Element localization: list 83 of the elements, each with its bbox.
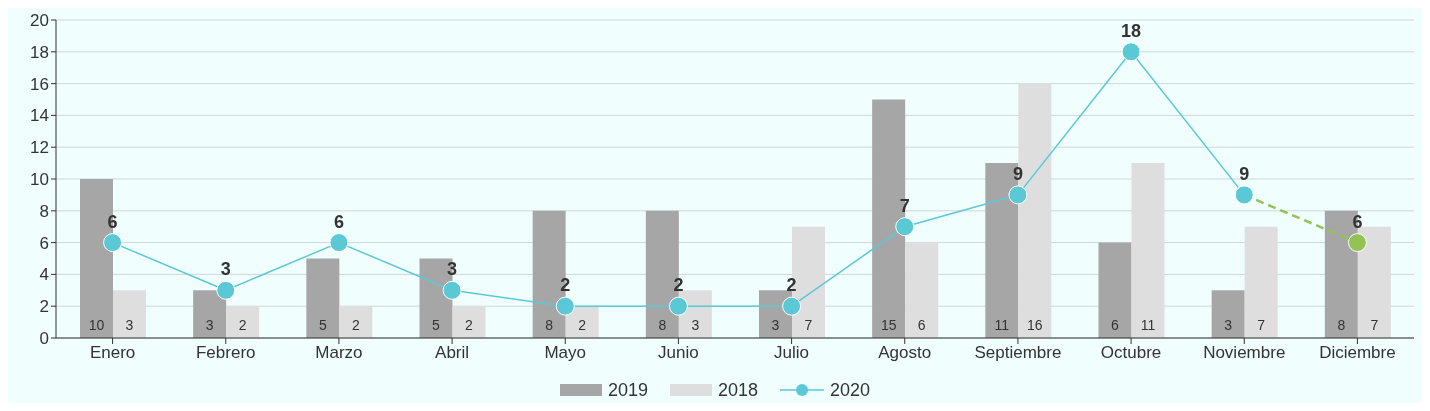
data-label: 3 (771, 317, 780, 333)
point (1008, 185, 1028, 205)
data-label: 3 (691, 317, 700, 333)
point (555, 296, 575, 316)
legend-label: 2018 (717, 379, 759, 401)
bar (1131, 163, 1165, 338)
x-tick-label: Febrero (195, 343, 256, 363)
data-label: 7 (1257, 317, 1266, 333)
data-label: 2 (238, 317, 247, 333)
data-label: 3 (447, 259, 458, 280)
data-label: 7 (899, 195, 910, 216)
x-tick-label: Enero (89, 343, 136, 363)
x-tick-label: Junio (658, 343, 699, 363)
data-label: 6 (917, 317, 926, 333)
y-tick-label: 4 (39, 265, 49, 285)
data-label: 15 (880, 317, 897, 333)
data-label: 8 (545, 317, 554, 333)
x-tick-label: Abril (435, 343, 470, 363)
data-label: 2 (786, 275, 797, 296)
point (329, 233, 349, 253)
data-label: 2 (351, 317, 360, 333)
y-tick-label: 0 (39, 329, 49, 349)
x-tick-label: Mayo (544, 343, 587, 363)
data-label: 2 (578, 317, 587, 333)
y-tick-label: 12 (30, 138, 49, 158)
x-tick-label: Agosto (878, 343, 932, 363)
x-tick-label: Julio (774, 343, 810, 363)
y-tick-label: 20 (30, 11, 49, 31)
legend-label: 2019 (607, 379, 648, 401)
data-label: 5 (318, 317, 327, 333)
data-label: 8 (1337, 317, 1346, 333)
point (442, 280, 462, 300)
y-tick-label: 10 (30, 170, 49, 190)
point (895, 217, 915, 237)
y-tick-label: 14 (30, 106, 49, 126)
x-tick-label: Noviembre (1203, 343, 1286, 363)
bar (193, 290, 227, 338)
point (1347, 233, 1367, 253)
data-label: 3 (220, 259, 231, 280)
data-label: 7 (1370, 317, 1379, 333)
point (1121, 42, 1141, 62)
data-label: 5 (432, 317, 441, 333)
point (782, 296, 802, 316)
data-label: 3 (205, 317, 214, 333)
x-tick-label: Diciembre (1319, 343, 1396, 363)
data-label: 7 (804, 317, 813, 333)
data-label: 3 (1224, 317, 1233, 333)
bar (1211, 290, 1245, 338)
y-tick-label: 18 (30, 42, 49, 62)
point (216, 280, 236, 300)
data-label: 18 (1121, 20, 1142, 41)
data-label: 6 (333, 211, 344, 232)
bar (113, 290, 146, 338)
legend-label: 2020 (830, 379, 871, 401)
y-tick-label: 16 (30, 74, 49, 94)
x-tick-label: Septiembre (974, 343, 1062, 363)
bar (1244, 226, 1278, 338)
data-label: 9 (1239, 163, 1250, 184)
x-tick-label: Octubre (1100, 343, 1162, 363)
data-label: 11 (994, 317, 1010, 333)
bar (306, 258, 340, 338)
point (668, 296, 688, 316)
data-label: 3 (125, 317, 134, 333)
bar (339, 306, 373, 338)
data-label: 16 (1027, 317, 1043, 333)
y-tick-label: 2 (39, 297, 49, 317)
data-label: 8 (658, 317, 667, 333)
y-tick-label: 6 (39, 233, 49, 253)
data-label: 6 (1352, 211, 1363, 232)
y-tick-label: 8 (39, 201, 49, 221)
data-label: 10 (88, 317, 105, 333)
data-label: 9 (1012, 163, 1023, 184)
x-tick-label: Marzo (315, 343, 363, 363)
bar (452, 306, 486, 338)
bar (226, 306, 260, 338)
data-label: 2 (465, 317, 474, 333)
bar (1098, 242, 1132, 338)
point (103, 233, 123, 253)
bar (905, 242, 939, 338)
data-label: 6 (1111, 317, 1120, 333)
data-label: 11 (1140, 317, 1156, 333)
bar (1357, 226, 1391, 338)
data-label: 2 (560, 275, 571, 296)
